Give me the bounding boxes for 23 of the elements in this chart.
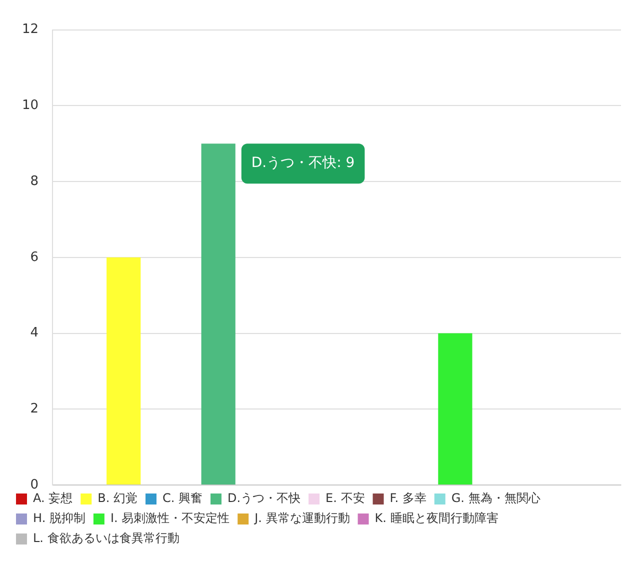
- legend-label: K. 睡眠と夜間行動障害: [374, 511, 498, 526]
- y-tick-label: 4: [30, 326, 39, 341]
- bar: [106, 257, 141, 484]
- legend-label: H. 脱抑制: [33, 511, 86, 526]
- legend-label: A. 妄想: [33, 491, 73, 506]
- legend-label: B. 幻覚: [98, 491, 138, 506]
- legend-label: C. 興奮: [162, 491, 203, 506]
- y-tick-label: 0: [30, 477, 39, 492]
- annotation: D.うつ・不快: 9: [251, 155, 355, 172]
- legend-label: F. 多幸: [390, 491, 426, 506]
- legend-label: L. 食欲あるいは食異常行動: [33, 531, 180, 546]
- legend-label: D.うつ・不快: [227, 491, 301, 506]
- y-tick-label: 10: [22, 98, 39, 114]
- legend-label: J. 異常な運動行動: [254, 511, 350, 526]
- y-tick-label: 8: [30, 174, 39, 189]
- bar: [201, 144, 236, 484]
- y-tick-label: 6: [30, 250, 39, 265]
- legend-label: E. 不安: [326, 491, 365, 506]
- y-tick-label: 2: [30, 402, 39, 417]
- legend-label: I. 易刺激性・不安定性: [110, 511, 230, 526]
- y-tick-label: 12: [22, 22, 39, 38]
- bar: [438, 333, 472, 484]
- legend-label: G. 無為・無関心: [451, 491, 540, 506]
